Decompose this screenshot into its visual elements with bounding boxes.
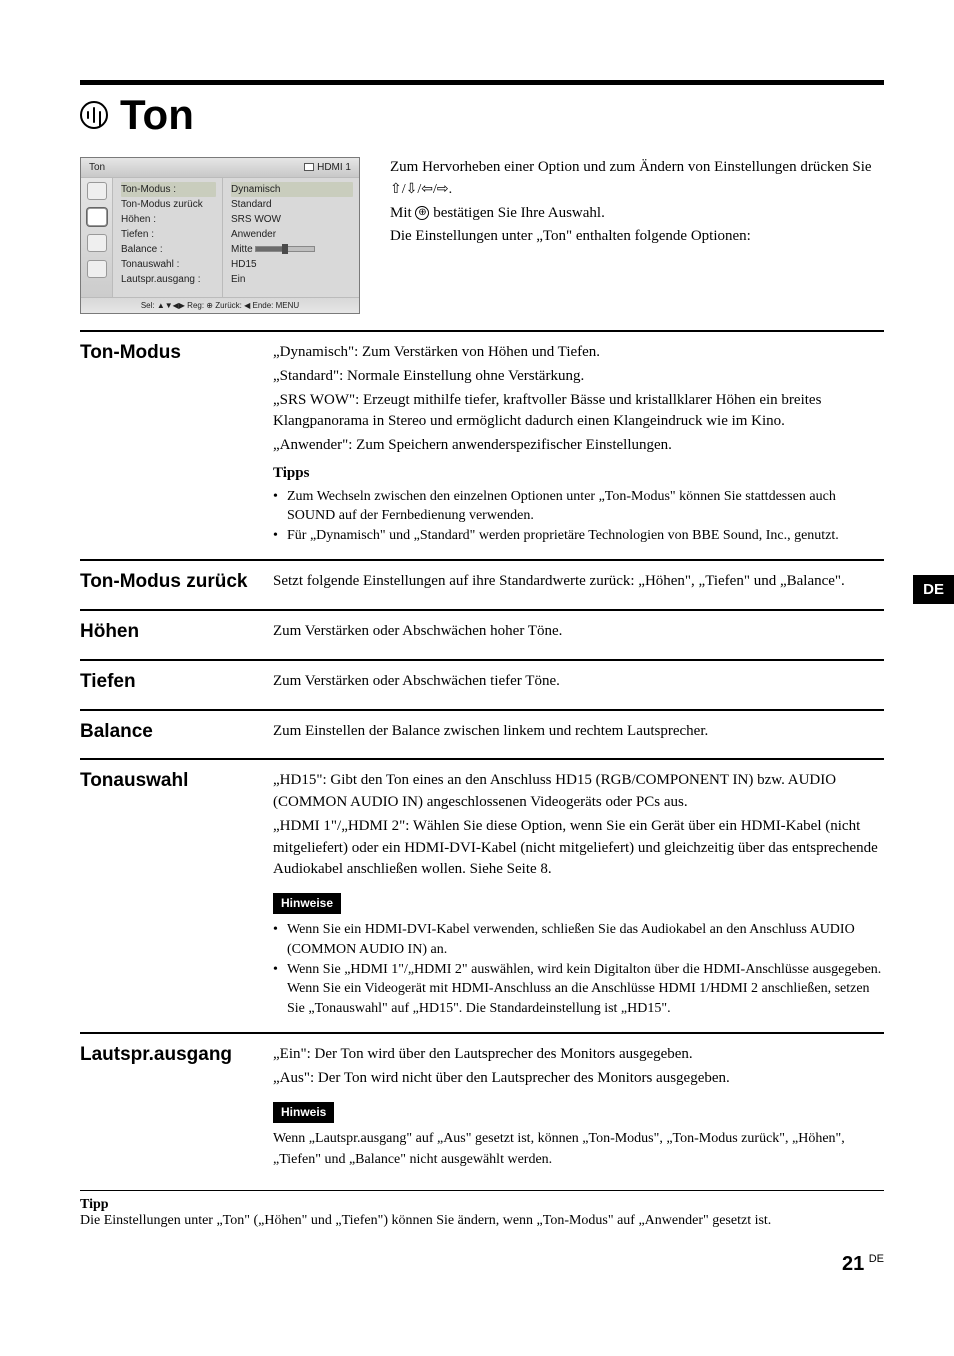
intro-line2a: Mit xyxy=(390,205,415,221)
sound-icon xyxy=(80,101,108,129)
osd-slider xyxy=(255,246,315,252)
osd-value: Anwender xyxy=(231,227,353,242)
section-tiefen: Tiefen Zum Verstärken oder Abschwächen t… xyxy=(80,659,884,709)
osd-label: Tonauswahl : xyxy=(121,257,216,272)
intro-line1: Zum Hervorheben einer Option und zum Änd… xyxy=(390,159,872,175)
section-label: Balance xyxy=(80,721,255,745)
osd-value: SRS WOW xyxy=(231,212,353,227)
section-ton-modus-zurueck: Ton-Modus zurück Setzt folgende Einstell… xyxy=(80,559,884,609)
body-text: Zum Einstellen der Balance zwischen link… xyxy=(273,721,884,743)
osd-icon-setup xyxy=(87,260,107,278)
body-text: Setzt folgende Einstellungen auf ihre St… xyxy=(273,571,884,593)
osd-label: Balance : xyxy=(121,242,216,257)
osd-screenshot: Ton HDMI 1 Ton-Modus : Ton-Modus zurück … xyxy=(80,157,360,314)
arrow-keys-icon: ⇧/⇩/⇦/⇨. xyxy=(390,182,452,197)
body-text: „Ein": Der Ton wird über den Lautspreche… xyxy=(273,1044,884,1066)
section-label: Tiefen xyxy=(80,671,255,695)
body-text: „Standard": Normale Einstellung ohne Ver… xyxy=(273,366,884,388)
osd-icon-picture xyxy=(87,182,107,200)
osd-label: Höhen : xyxy=(121,212,216,227)
intro-row: Ton HDMI 1 Ton-Modus : Ton-Modus zurück … xyxy=(80,157,884,314)
bottom-tip: Tipp Die Einstellungen unter „Ton" („Höh… xyxy=(80,1190,884,1229)
page-title-row: Ton xyxy=(80,91,884,139)
osd-header: Ton HDMI 1 xyxy=(81,158,359,178)
intro-text: Zum Hervorheben einer Option und zum Änd… xyxy=(390,157,884,250)
page-title: Ton xyxy=(120,91,194,139)
body-text: „HDMI 1"/„HDMI 2": Wählen Sie diese Opti… xyxy=(273,816,884,881)
tipps-heading: Tipps xyxy=(273,463,884,485)
osd-labels-column: Ton-Modus : Ton-Modus zurück Höhen : Tie… xyxy=(113,178,223,297)
osd-value: HD15 xyxy=(231,257,353,272)
section-tonauswahl: Tonauswahl „HD15": Gibt den Ton eines an… xyxy=(80,758,884,1032)
note-item: Wenn Sie „HDMI 1"/„HDMI 2" auswählen, wi… xyxy=(273,960,884,1019)
osd-label: Lautspr.ausgang : xyxy=(121,272,216,287)
section-balance: Balance Zum Einstellen der Balance zwisc… xyxy=(80,709,884,759)
body-text: „Dynamisch": Zum Verstärken von Höhen un… xyxy=(273,342,884,364)
top-rule xyxy=(80,80,884,85)
note-item: Wenn Sie ein HDMI-DVI-Kabel verwenden, s… xyxy=(273,920,884,959)
hinweise-tag: Hinweise xyxy=(273,893,341,914)
body-text: Zum Verstärken oder Abschwächen tiefer T… xyxy=(273,671,884,693)
section-label: Lautspr.ausgang xyxy=(80,1044,255,1171)
osd-value: Mitte xyxy=(231,242,353,257)
section-label: Ton-Modus xyxy=(80,342,255,545)
page-number-suffix: DE xyxy=(869,1253,884,1265)
language-tab: DE xyxy=(913,575,954,604)
osd-header-source: HDMI 1 xyxy=(304,162,351,173)
osd-category-icons xyxy=(81,178,113,297)
hinweis-tag: Hinweis xyxy=(273,1102,334,1123)
tip-label: Tipp xyxy=(80,1197,109,1212)
page-number-value: 21 xyxy=(842,1253,864,1275)
enter-key-icon: ⊕ xyxy=(415,206,429,220)
section-label: Höhen xyxy=(80,621,255,645)
section-lautspr-ausgang: Lautspr.ausgang „Ein": Der Ton wird über… xyxy=(80,1032,884,1185)
section-label: Tonauswahl xyxy=(80,770,255,1018)
section-hoehen: Höhen Zum Verstärken oder Abschwächen ho… xyxy=(80,609,884,659)
osd-value: Dynamisch xyxy=(231,182,353,197)
note-text: Wenn „Lautspr.ausgang" auf „Aus" gesetzt… xyxy=(273,1129,884,1170)
osd-icon-sound xyxy=(87,208,107,226)
body-text: „SRS WOW": Erzeugt mithilfe tiefer, kraf… xyxy=(273,390,884,434)
osd-value: Ein xyxy=(231,272,353,287)
tip-text: Die Einstellungen unter „Ton" („Höhen" u… xyxy=(80,1213,771,1228)
body-text: „HD15": Gibt den Ton eines an den Anschl… xyxy=(273,770,884,814)
osd-label: Ton-Modus zurück xyxy=(121,197,216,212)
body-text: Zum Verstärken oder Abschwächen hoher Tö… xyxy=(273,621,884,643)
osd-values-column: Dynamisch Standard SRS WOW Anwender Mitt… xyxy=(223,178,359,297)
body-text: „Anwender": Zum Speichern anwenderspezif… xyxy=(273,435,884,457)
osd-icon-screen xyxy=(87,234,107,252)
osd-label: Ton-Modus : xyxy=(121,182,216,197)
page-number: 21 DE xyxy=(80,1253,884,1276)
tip-item: Zum Wechseln zwischen den einzelnen Opti… xyxy=(273,487,884,526)
body-text: „Aus": Der Ton wird nicht über den Lauts… xyxy=(273,1068,884,1090)
intro-line3: Die Einstellungen unter „Ton" enthalten … xyxy=(390,226,884,248)
osd-header-title: Ton xyxy=(89,162,105,173)
osd-footer: Sel: ▲▼◀▶ Reg: ⊕ Zurück: ◀ Ende: MENU xyxy=(81,297,359,313)
intro-line2b: bestätigen Sie Ihre Auswahl. xyxy=(429,205,604,221)
osd-label: Tiefen : xyxy=(121,227,216,242)
osd-value: Standard xyxy=(231,197,353,212)
tip-item: Für „Dynamisch" und „Standard" werden pr… xyxy=(273,526,884,546)
section-ton-modus: Ton-Modus „Dynamisch": Zum Verstärken vo… xyxy=(80,330,884,559)
section-label: Ton-Modus zurück xyxy=(80,571,255,595)
